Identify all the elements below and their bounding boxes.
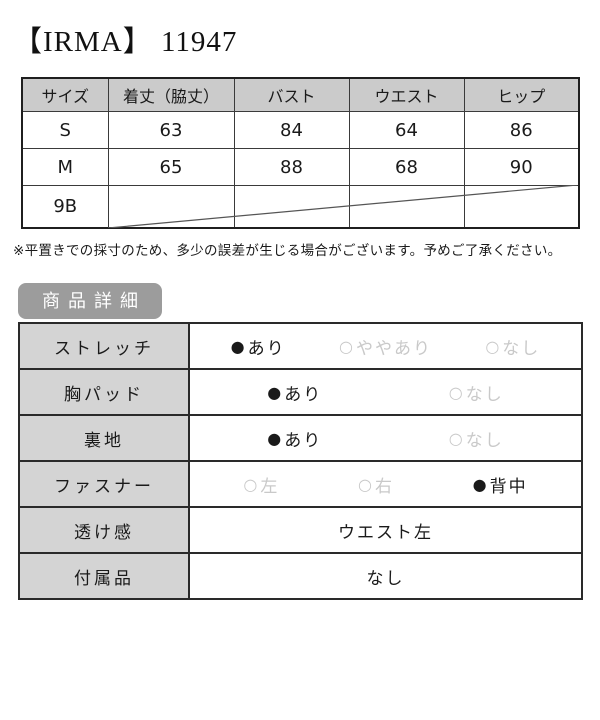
header-bust: バスト xyxy=(233,77,350,112)
table-row-s: S 63 84 64 86 xyxy=(21,111,580,149)
empty-circle-icon: ○ xyxy=(243,474,258,494)
detail-value: ウエスト左 xyxy=(188,506,583,554)
option-label: あり xyxy=(284,384,323,405)
detail-row-zipper: ファスナー ○ 左 ○ 右 ● 背中 xyxy=(18,460,583,508)
option-yaya-ari: ○ ややあり xyxy=(339,334,432,359)
page-title: 【IRMA】 11947 xyxy=(13,26,238,58)
option-label: なし xyxy=(465,430,504,451)
cell-length: 65 xyxy=(107,148,235,186)
cell-length: 63 xyxy=(107,111,235,149)
option-label: なし xyxy=(502,338,541,359)
option-label: あり xyxy=(247,338,286,359)
empty-circle-icon: ○ xyxy=(358,474,372,494)
cell-hip xyxy=(463,185,580,229)
header-length: 着丈（脇丈） xyxy=(107,77,235,112)
size-table-header-row: サイズ 着丈（脇丈） バスト ウエスト ヒップ xyxy=(21,77,580,112)
option-ari: ● あり xyxy=(267,426,322,451)
empty-circle-icon: ○ xyxy=(448,382,463,402)
detail-row-chest-pad: 胸パッド ● あり ○ なし xyxy=(18,368,583,416)
option-left: ○ 左 xyxy=(243,472,279,497)
empty-circle-icon: ○ xyxy=(448,428,463,448)
option-ari: ● あり xyxy=(231,334,286,359)
option-nashi: ○ なし xyxy=(449,380,504,405)
detail-row-accessories: 付属品 なし xyxy=(18,552,583,600)
option-nashi: ○ なし xyxy=(485,334,540,359)
option-ari: ● あり xyxy=(267,380,322,405)
header-size: サイズ xyxy=(21,77,109,112)
detail-value: なし xyxy=(188,552,583,600)
option-back: ● 背中 xyxy=(473,472,528,497)
cell-bust xyxy=(233,185,350,229)
size-label: M xyxy=(21,148,109,186)
option-label: 右 xyxy=(374,476,394,497)
option-nashi: ○ なし xyxy=(449,426,504,451)
detail-label: 透け感 xyxy=(18,506,190,554)
product-details-heading: 商品詳細 xyxy=(18,283,162,319)
table-row-m: M 65 88 68 90 xyxy=(21,148,580,186)
measurement-disclaimer: ※平置きでの採寸のため、多少の誤差が生じる場合がございます。予めご了承ください。 xyxy=(13,243,562,259)
detail-label: 付属品 xyxy=(18,552,190,600)
table-row-9b: 9B xyxy=(21,185,580,229)
header-hip: ヒップ xyxy=(463,77,580,112)
cell-bust: 84 xyxy=(233,111,350,149)
option-label: なし xyxy=(465,384,504,405)
empty-circle-icon: ○ xyxy=(485,336,500,356)
product-details-table: ストレッチ ● あり ○ ややあり ○ なし xyxy=(18,322,583,600)
header-waist: ウエスト xyxy=(348,77,465,112)
empty-circle-icon: ○ xyxy=(339,336,353,356)
detail-row-stretch: ストレッチ ● あり ○ ややあり ○ なし xyxy=(18,322,583,370)
detail-row-sheerness: 透け感 ウエスト左 xyxy=(18,506,583,554)
detail-label: 裏地 xyxy=(18,414,190,462)
cell-bust: 88 xyxy=(233,148,350,186)
size-label: 9B xyxy=(21,185,109,229)
cell-waist xyxy=(348,185,465,229)
detail-label: 胸パッド xyxy=(18,368,190,416)
filled-circle-icon: ● xyxy=(230,336,245,356)
option-label: 左 xyxy=(260,476,280,497)
cell-length xyxy=(107,185,235,229)
option-right: ○ 右 xyxy=(358,472,394,497)
size-label: S xyxy=(21,111,109,149)
cell-hip: 86 xyxy=(463,111,580,149)
filled-circle-icon: ● xyxy=(267,428,282,448)
filled-circle-icon: ● xyxy=(472,474,487,494)
detail-label: ストレッチ xyxy=(18,322,190,370)
cell-waist: 68 xyxy=(348,148,465,186)
detail-label: ファスナー xyxy=(18,460,190,508)
option-label: ややあり xyxy=(355,338,432,359)
filled-circle-icon: ● xyxy=(267,382,282,402)
cell-hip: 90 xyxy=(463,148,580,186)
option-label: 背中 xyxy=(489,476,528,497)
option-label: あり xyxy=(284,430,323,451)
cell-waist: 64 xyxy=(348,111,465,149)
size-table: サイズ 着丈（脇丈） バスト ウエスト ヒップ S 63 84 64 86 M … xyxy=(21,77,580,229)
detail-row-lining: 裏地 ● あり ○ なし xyxy=(18,414,583,462)
